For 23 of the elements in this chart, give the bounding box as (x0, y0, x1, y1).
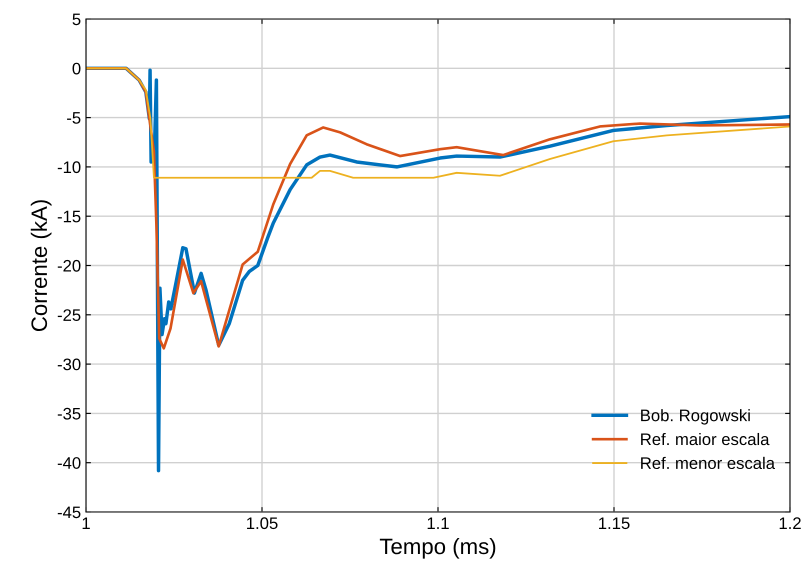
y-tick-label: -30 (58, 358, 80, 370)
x-tick-label: 1.05 (247, 517, 278, 530)
y-axis-title: Corrente (kA) (30, 200, 52, 332)
line-series (86, 67, 790, 179)
y-tick-label: -10 (58, 161, 80, 174)
y-tick-label: 5 (72, 14, 80, 26)
x-tick-label: 1.15 (599, 517, 630, 530)
x-tick-label: 1.2 (780, 517, 801, 529)
y-tick-label: -15 (58, 210, 80, 222)
y-tick-label: -25 (58, 309, 80, 322)
legend-label: Ref. menor escala (641, 456, 776, 470)
legend-label: Bob. Rogowski (641, 409, 750, 425)
legend-label: Ref. maior escala (641, 432, 770, 446)
x-axis-title: Tempo (ms) (380, 538, 496, 559)
y-tick-label: -45 (58, 506, 80, 518)
y-tick-label: -35 (58, 408, 80, 420)
line-series (86, 66, 790, 350)
y-tick-label: -40 (58, 457, 80, 469)
x-tick-label: 1.1 (428, 517, 449, 529)
y-tick-label: 0 (72, 62, 80, 75)
x-tick-label: 1 (82, 517, 90, 529)
y-tick-label: -20 (58, 260, 80, 272)
y-tick-label: -5 (67, 112, 80, 124)
